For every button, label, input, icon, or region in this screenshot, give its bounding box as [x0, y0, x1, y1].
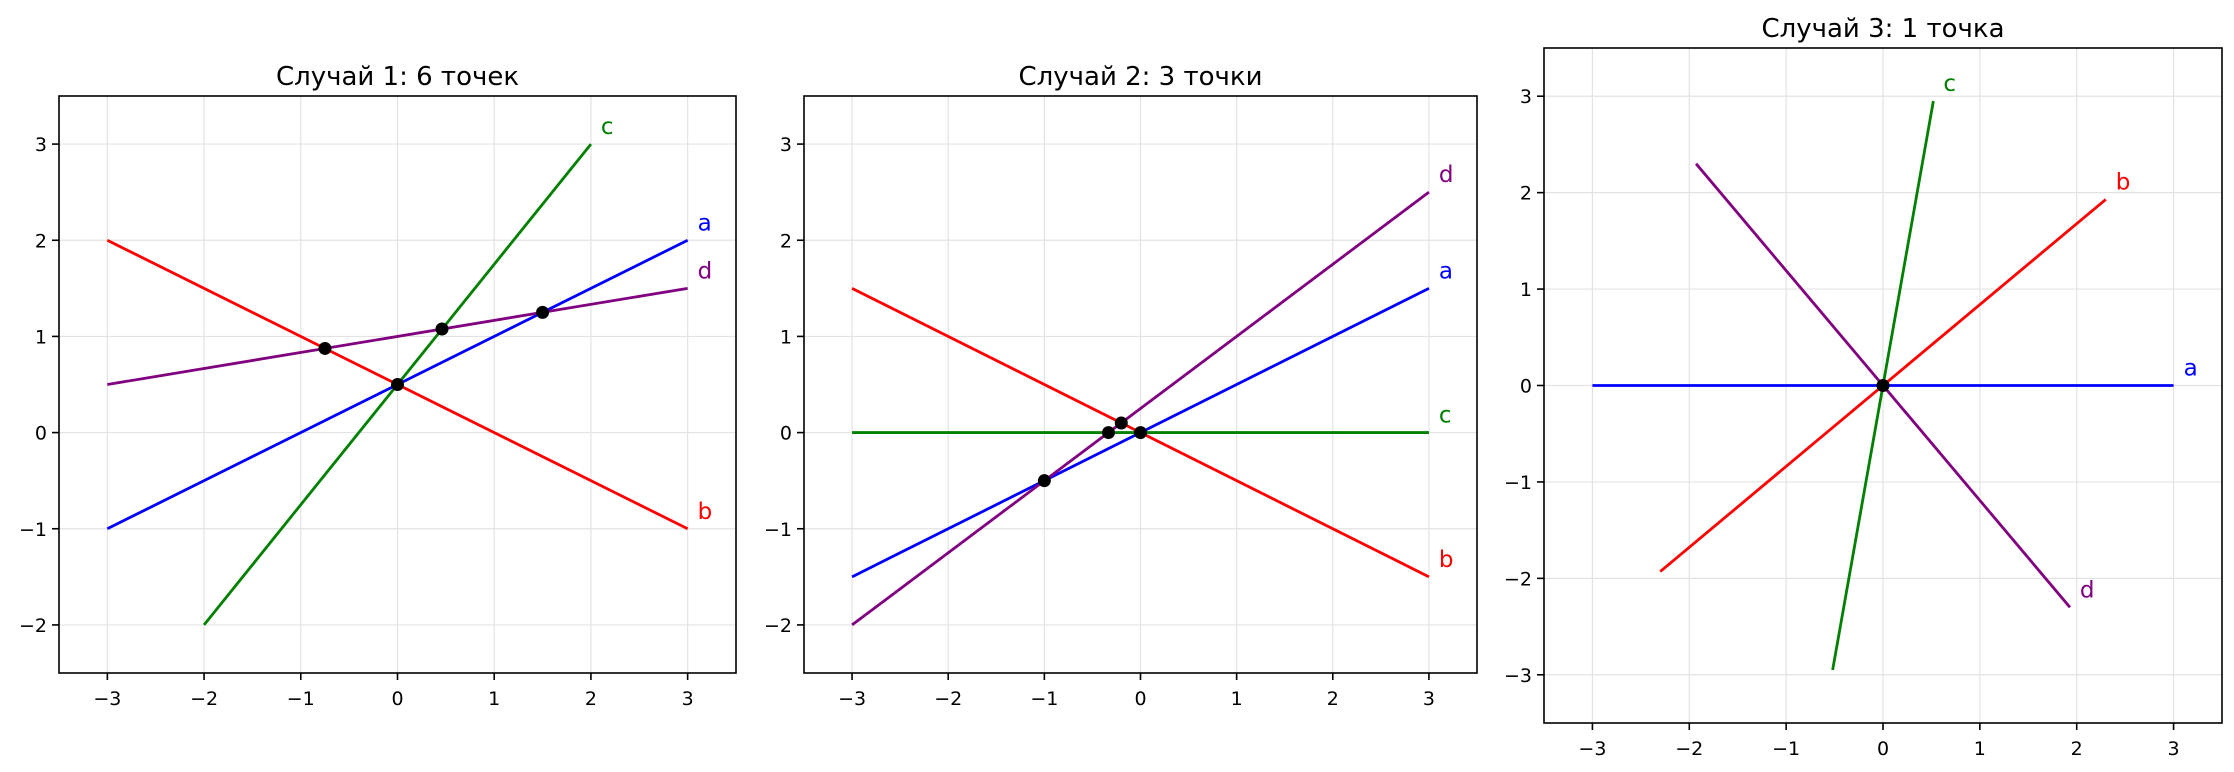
x-tick-label: −2 — [934, 688, 962, 710]
intersection-point — [1134, 426, 1147, 440]
series-line-d — [851, 191, 1430, 627]
x-tick-label: −3 — [1578, 738, 1606, 760]
y-tick-label: −2 — [19, 615, 47, 637]
y-tick-label: 3 — [35, 134, 47, 156]
series-line-d — [107, 286, 688, 386]
y-tick-label: 1 — [780, 326, 792, 348]
x-tick-label: −1 — [1772, 738, 1800, 760]
x-tick-label: −2 — [1675, 738, 1703, 760]
intersection-point — [1114, 416, 1128, 430]
y-tick-label: −2 — [764, 615, 792, 637]
y-tick-label: −3 — [1504, 665, 1532, 687]
x-tick-label: −1 — [287, 688, 315, 710]
intersection-point — [1037, 474, 1051, 488]
intersection-point — [391, 378, 404, 391]
y-tick-label: 2 — [1520, 183, 1532, 205]
y-tick-label: 3 — [780, 134, 792, 156]
series-label-b: b — [698, 499, 713, 525]
intersection-point — [435, 322, 449, 336]
axes-frame — [1543, 47, 2223, 724]
y-tick-label: 1 — [1520, 279, 1532, 301]
x-tick-label: −1 — [1030, 688, 1058, 710]
x-tick-label: 1 — [488, 688, 500, 710]
x-tick-label: 2 — [2071, 738, 2083, 760]
series-label-c: c — [601, 114, 614, 140]
x-tick-label: 1 — [1974, 738, 1986, 760]
x-tick-label: −3 — [93, 688, 121, 710]
x-tick-label: 3 — [1423, 688, 1435, 710]
x-tick-label: 0 — [1134, 688, 1146, 710]
subplot-title: Случай 2: 3 точки — [1018, 62, 1262, 92]
subplot-2: −3 −2 −1 0 1 2 3 −2 −1 0 1 2 3 a b c d Случай 2: 3 точки — [764, 62, 1478, 710]
intersection-point — [1101, 426, 1115, 440]
x-tick-label: −2 — [190, 688, 218, 710]
series-label-a: a — [1439, 258, 1453, 284]
series-label-b: b — [1439, 547, 1454, 573]
subplot-1: −3 −2 −1 0 1 2 3 −2 −1 0 1 2 3 a b c d Случай 1: 6 точек — [19, 62, 737, 710]
y-tick-label: 1 — [35, 326, 47, 348]
series-label-a: a — [698, 210, 712, 236]
x-tick-label: −3 — [838, 688, 866, 710]
y-tick-label: 0 — [1520, 376, 1532, 398]
intersection-point — [536, 305, 550, 319]
series-label-b: b — [2116, 169, 2131, 195]
y-tick-label: 2 — [35, 230, 47, 252]
x-tick-label: 3 — [682, 688, 694, 710]
y-tick-label: −1 — [764, 519, 792, 541]
y-tick-label: 3 — [1520, 86, 1532, 108]
y-tick-label: −2 — [1504, 568, 1532, 590]
subplot-3: −3 −2 −1 0 1 2 3 −3 −2 −1 0 1 2 3 a b c d Случай 3: 1 точк… — [1504, 14, 2223, 760]
y-tick-label: −1 — [1504, 472, 1532, 494]
x-tick-label: 1 — [1231, 688, 1243, 710]
x-tick-label: 2 — [585, 688, 597, 710]
y-tick-label: 0 — [780, 423, 792, 445]
x-tick-label: 0 — [391, 688, 403, 710]
x-tick-label: 3 — [2168, 738, 2180, 760]
intersection-point — [318, 341, 332, 355]
x-tick-label: 0 — [1877, 738, 1889, 760]
y-tick-label: −1 — [19, 519, 47, 541]
axes-frame — [803, 95, 1478, 674]
series-label-d: d — [698, 258, 713, 284]
series-label-a: a — [2184, 356, 2198, 382]
subplot-title: Случай 3: 1 точка — [1761, 14, 2004, 44]
intersection-point — [1876, 379, 1890, 392]
series-label-d: d — [1439, 162, 1454, 188]
series-label-c: c — [1943, 71, 1956, 97]
subplot-title: Случай 1: 6 точек — [276, 62, 519, 92]
y-tick-label: 0 — [35, 423, 47, 445]
series-label-d: d — [2080, 577, 2095, 603]
axes-frame — [58, 95, 737, 674]
series-label-c: c — [1439, 403, 1452, 429]
x-tick-label: 2 — [1327, 688, 1339, 710]
y-tick-label: 2 — [780, 230, 792, 252]
